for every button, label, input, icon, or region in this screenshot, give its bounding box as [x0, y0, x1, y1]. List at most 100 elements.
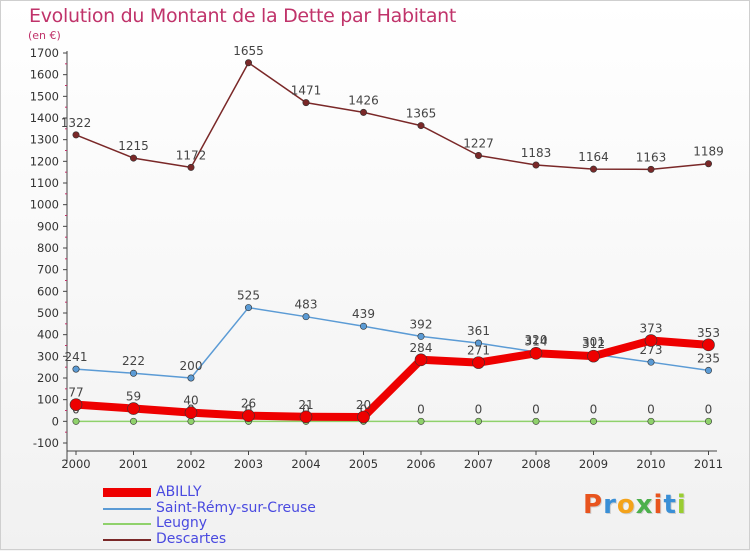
x-tick-label: 2011: [694, 457, 723, 471]
data-label: 1164: [578, 150, 609, 164]
data-label: 20: [356, 398, 371, 412]
y-tick-label: 1200: [30, 154, 59, 168]
data-label: 525: [237, 289, 260, 303]
data-label: 0: [475, 402, 483, 416]
series-line: [75, 336, 709, 421]
data-label: 314: [525, 334, 548, 348]
data-label: 483: [295, 298, 318, 312]
y-tick-label: 1500: [30, 89, 59, 103]
data-point: [474, 151, 482, 159]
logo-letter: x: [635, 490, 654, 520]
data-label: 312: [582, 337, 605, 351]
data-label: 1227: [463, 136, 494, 150]
legend-label: Saint-Rémy-sur-Creuse: [156, 499, 316, 516]
data-label: 284: [410, 341, 433, 355]
data-label: 21: [298, 398, 313, 412]
data-point: [242, 409, 255, 423]
data-label: 1365: [406, 107, 437, 121]
data-point: [532, 161, 540, 169]
data-point: [474, 339, 482, 347]
data-point: [127, 402, 140, 415]
series-abilly: 77 59 40 26 21 20 284 271 314 312 373 353: [68, 322, 720, 424]
legend-label: Descartes: [156, 530, 227, 547]
y-tick-label: 600: [37, 284, 59, 298]
logo-letter: o: [616, 490, 636, 520]
data-point: [299, 410, 313, 424]
data-point: [359, 108, 367, 116]
y-tick-label: 300: [37, 349, 59, 363]
y-tick-label: 1100: [30, 176, 59, 190]
y-tick-label: 0: [52, 414, 59, 428]
data-label: 373: [640, 322, 663, 336]
y-tick-label: 400: [37, 328, 59, 342]
data-label: 0: [590, 402, 598, 416]
y-tick-label: 1700: [30, 46, 59, 60]
data-point: [647, 358, 655, 366]
data-point: [72, 417, 80, 425]
data-label: 0: [245, 402, 253, 416]
data-label: 222: [122, 354, 145, 368]
data-label: 200: [180, 359, 203, 373]
legend-swatch: [103, 488, 151, 497]
data-point: [72, 131, 80, 139]
data-label: 1426: [348, 93, 379, 107]
x-tick-label: 2007: [464, 457, 493, 471]
series-descartes: 1322 1215 1172 1655 1471 1426 1365 1227 1183 1164…: [61, 44, 724, 173]
data-point: [187, 417, 195, 425]
data-label: 1189: [693, 145, 724, 159]
data-point: [302, 99, 310, 107]
data-label: 271: [467, 344, 490, 358]
data-point: [647, 417, 655, 425]
data-label: 353: [697, 326, 720, 340]
x-tick-label: 2002: [176, 457, 205, 471]
data-label: 77: [68, 386, 83, 400]
x-tick-label: 2006: [406, 457, 435, 471]
data-point: [589, 165, 597, 173]
data-point: [587, 349, 600, 363]
y-tick-label: 100: [37, 393, 59, 407]
data-label: 241: [65, 350, 88, 364]
data-point: [359, 322, 367, 330]
data-label: 40: [183, 394, 198, 408]
x-tick-label: 2008: [521, 457, 550, 471]
data-label: 59: [126, 390, 141, 404]
y-tick-label: 1400: [30, 111, 59, 125]
data-label: 0: [417, 402, 425, 416]
proxiti-logo: Proxiti: [583, 490, 687, 520]
data-point: [187, 374, 195, 382]
y-tick-label: 1000: [30, 198, 59, 212]
data-label: 1471: [291, 84, 322, 98]
data-label: 1172: [176, 148, 207, 162]
x-tick-label: 2003: [234, 457, 263, 471]
data-label: 273: [640, 343, 663, 357]
data-point: [647, 165, 655, 173]
data-point: [245, 304, 253, 312]
data-point: [302, 313, 310, 321]
data-label: 0: [360, 402, 368, 416]
legend-label: ABILLY: [156, 484, 202, 500]
data-label: 301: [582, 335, 605, 349]
data-point: [130, 154, 138, 162]
data-label: 1183: [521, 146, 552, 160]
data-point: [417, 417, 425, 425]
data-point: [417, 122, 425, 130]
x-tick-label: 2010: [636, 457, 665, 471]
x-tick-label: 2005: [349, 457, 378, 471]
data-point: [472, 356, 485, 369]
data-label: 1215: [118, 139, 149, 153]
data-label: 1322: [61, 116, 92, 130]
logo-letter: P: [583, 490, 604, 520]
data-label: 0: [532, 402, 540, 416]
data-point: [187, 163, 195, 171]
y-tick-label: 200: [37, 371, 59, 385]
y-tick-label: 900: [37, 219, 59, 233]
legend-swatch: [103, 523, 151, 525]
series-saint-remy-sur-creuse: 241 222 200 525 483 439 392 361 320 301 273 235: [65, 289, 720, 382]
logo-letter: i: [653, 490, 664, 520]
logo-letter: r: [603, 490, 617, 520]
data-point: [704, 366, 712, 374]
data-label: 0: [302, 402, 310, 416]
x-tick-label: 2001: [119, 457, 148, 471]
data-point: [357, 410, 370, 424]
logo-letter: i: [676, 490, 687, 520]
